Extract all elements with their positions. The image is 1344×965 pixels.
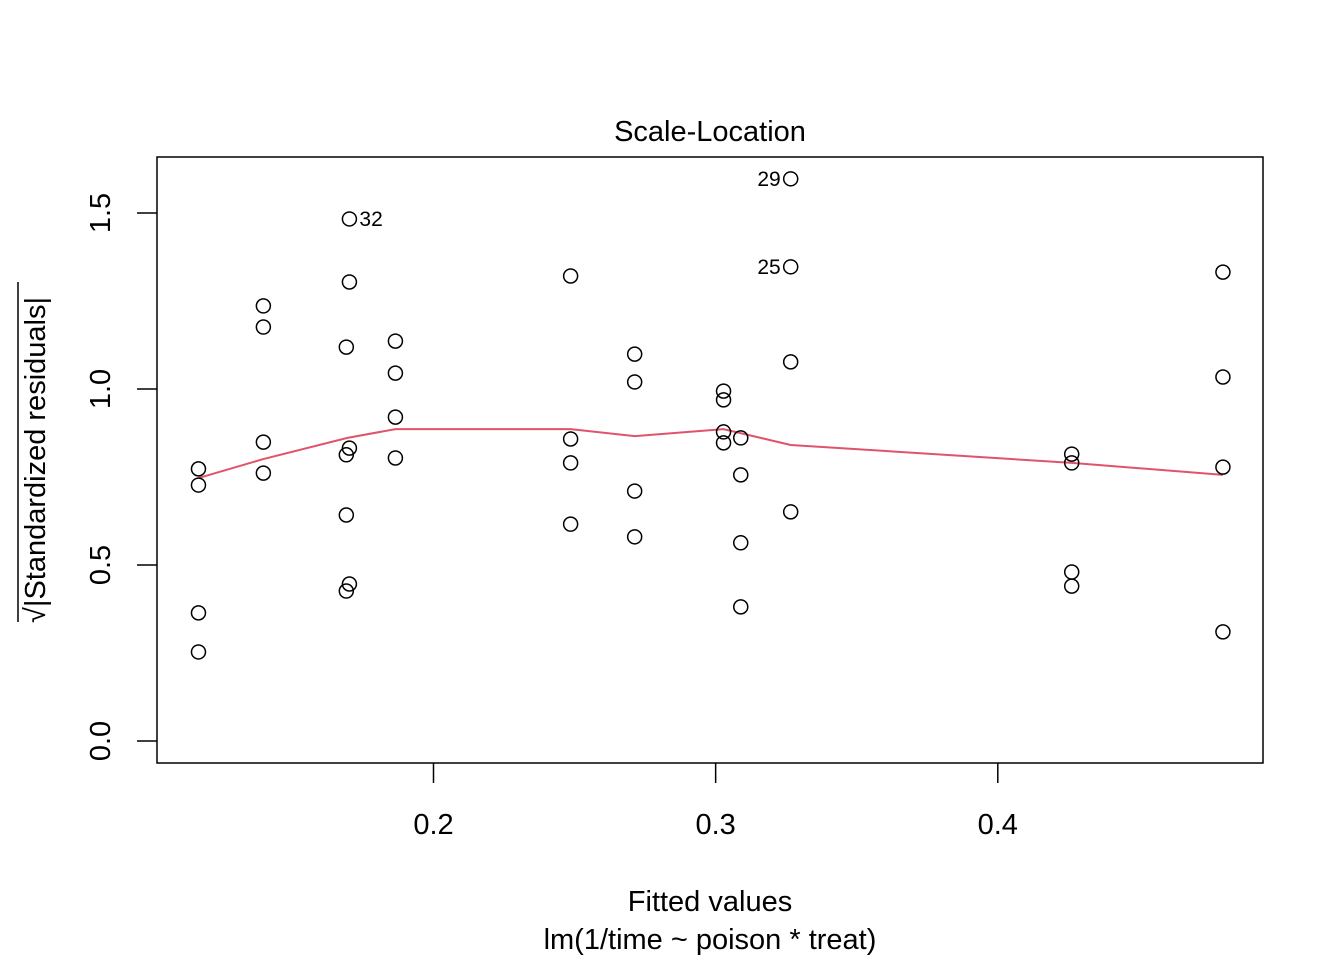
data-point	[1063, 455, 1080, 471]
data-point	[626, 529, 643, 545]
chart-title: Scale-Location	[614, 116, 806, 148]
data-point	[626, 483, 643, 499]
data-point	[387, 333, 404, 349]
x-tick-label: 0.4	[978, 809, 1018, 841]
x-tick-label: 0.2	[413, 809, 453, 841]
data-point	[1215, 264, 1231, 280]
data-point	[341, 576, 358, 592]
points: 32 29 25	[190, 168, 1231, 660]
smooth-line	[198, 428, 1224, 480]
data-point	[562, 516, 579, 532]
data-point	[782, 259, 799, 275]
data-point	[387, 409, 404, 425]
data-point	[1063, 446, 1080, 462]
data-point	[715, 424, 732, 440]
point-label: 25	[757, 256, 780, 279]
data-point	[626, 346, 643, 362]
y-axis-label: √|Standardized residuals|	[20, 297, 52, 623]
data-point	[190, 605, 207, 621]
data-point	[733, 599, 749, 615]
y-tick-label: 0.5	[85, 545, 117, 585]
x-tick-label: 0.3	[695, 809, 735, 841]
data-point	[1215, 369, 1231, 385]
data-point	[626, 374, 643, 390]
data-point	[1063, 578, 1080, 594]
data-point	[341, 274, 358, 290]
data-point	[782, 171, 799, 187]
data-point	[190, 477, 207, 493]
data-point	[338, 447, 355, 463]
data-point	[341, 211, 358, 227]
data-point	[1215, 459, 1231, 475]
point-label: 32	[359, 208, 382, 231]
data-point	[782, 354, 799, 370]
y-tick-label: 0.0	[85, 721, 117, 761]
data-point	[387, 365, 404, 381]
data-point	[387, 450, 404, 466]
data-point	[1063, 564, 1080, 580]
data-point	[255, 465, 272, 481]
data-point	[190, 461, 207, 477]
data-point	[255, 434, 272, 450]
x-axis: 0.2 0.3 0.4	[413, 763, 1018, 841]
data-point	[338, 339, 355, 355]
data-point	[782, 504, 799, 520]
data-point	[715, 392, 732, 408]
data-point	[562, 455, 579, 471]
x-axis-label: Fitted values	[628, 886, 792, 918]
y-axis: 0.0 0.5 1.0 1.5	[85, 193, 157, 761]
data-point	[733, 430, 749, 446]
data-point	[1215, 624, 1231, 640]
data-point	[338, 507, 355, 523]
point-label: 29	[757, 168, 780, 191]
data-point	[733, 467, 749, 483]
data-point	[715, 435, 732, 451]
data-point	[255, 298, 272, 314]
data-point	[733, 535, 749, 551]
data-point	[562, 431, 579, 447]
chart-subtitle: lm(1/time ~ poison * treat)	[544, 924, 877, 956]
y-tick-label: 1.5	[85, 193, 117, 233]
data-point	[255, 319, 272, 335]
data-point	[190, 644, 207, 660]
data-point	[562, 268, 579, 284]
data-point	[338, 583, 355, 599]
y-tick-label: 1.0	[85, 369, 117, 409]
plot-frame	[156, 156, 1264, 764]
data-point	[715, 383, 732, 399]
